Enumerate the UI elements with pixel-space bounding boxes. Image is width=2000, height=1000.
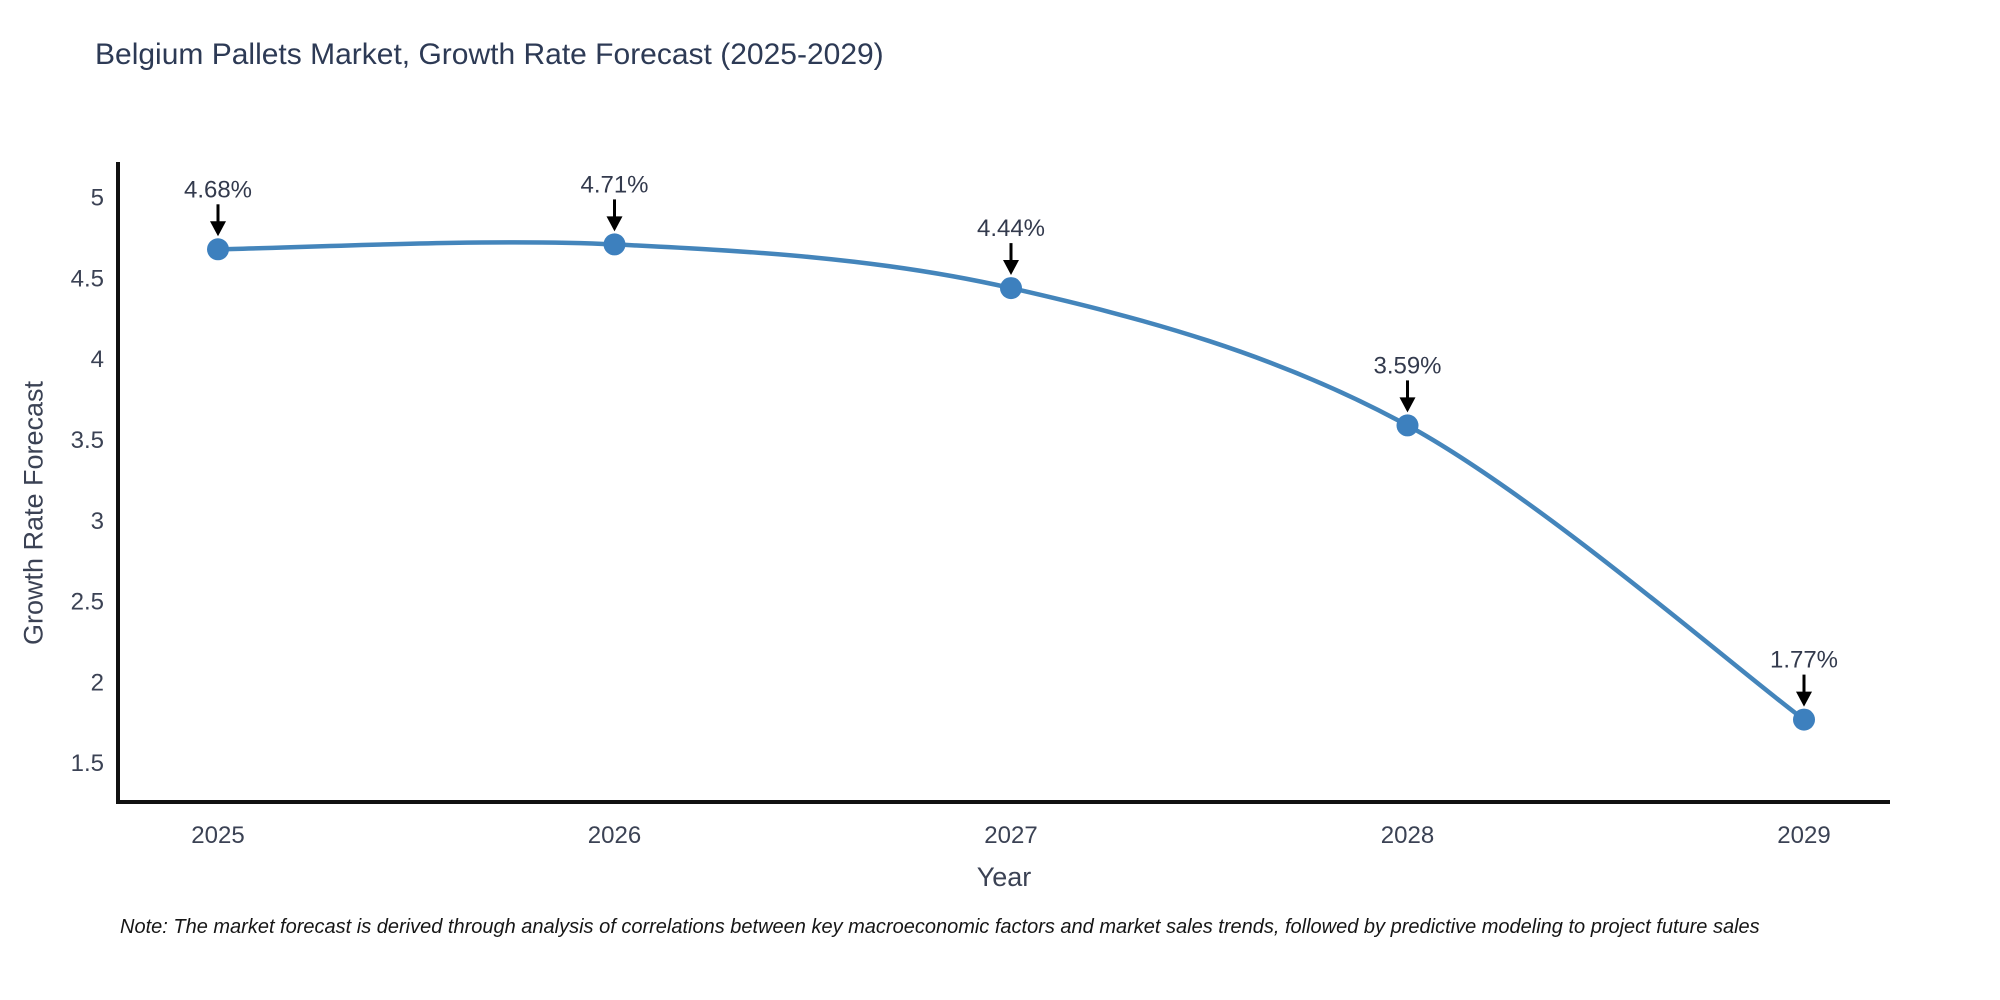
x-tick-label: 2025 [191, 822, 244, 849]
y-tick-label: 3 [91, 508, 104, 535]
data-point-marker [1396, 414, 1419, 437]
x-tick-label: 2027 [984, 822, 1037, 849]
annotation-label: 3.59% [1373, 352, 1441, 379]
annotation-label: 4.71% [580, 171, 648, 198]
data-point-marker [1793, 708, 1815, 731]
annotation-arrowhead-icon [1399, 397, 1416, 413]
x-tick-label: 2028 [1381, 822, 1434, 849]
annotation-arrowhead-icon [1003, 260, 1019, 276]
y-tick-label: 2.5 [71, 589, 104, 616]
y-tick-label: 4 [91, 346, 104, 373]
annotation-arrowhead-icon [210, 221, 226, 237]
x-axis-title: Year [976, 862, 1032, 892]
chart-title: Belgium Pallets Market, Growth Rate Fore… [95, 38, 884, 71]
annotation-arrowhead-icon [1796, 691, 1812, 707]
data-point-marker [207, 238, 229, 261]
annotation-label: 4.68% [184, 176, 252, 203]
annotation-arrowhead-icon [606, 216, 623, 232]
annotation-label: 4.44% [977, 215, 1045, 242]
y-tick-label: 2 [91, 669, 104, 696]
data-point-marker [603, 233, 626, 256]
footnote: Note: The market forecast is derived thr… [120, 916, 1760, 938]
x-tick-label: 2029 [1777, 822, 1830, 849]
line-series [215, 240, 1807, 722]
y-tick-label: 5 [91, 185, 104, 212]
annotation-label: 1.77% [1770, 647, 1838, 674]
y-tick-label: 1.5 [71, 750, 104, 777]
x-tick-label: 2026 [588, 822, 641, 849]
y-tick-label: 3.5 [71, 427, 104, 454]
y-tick-label: 4.5 [71, 265, 104, 292]
data-point-marker [1000, 277, 1022, 300]
